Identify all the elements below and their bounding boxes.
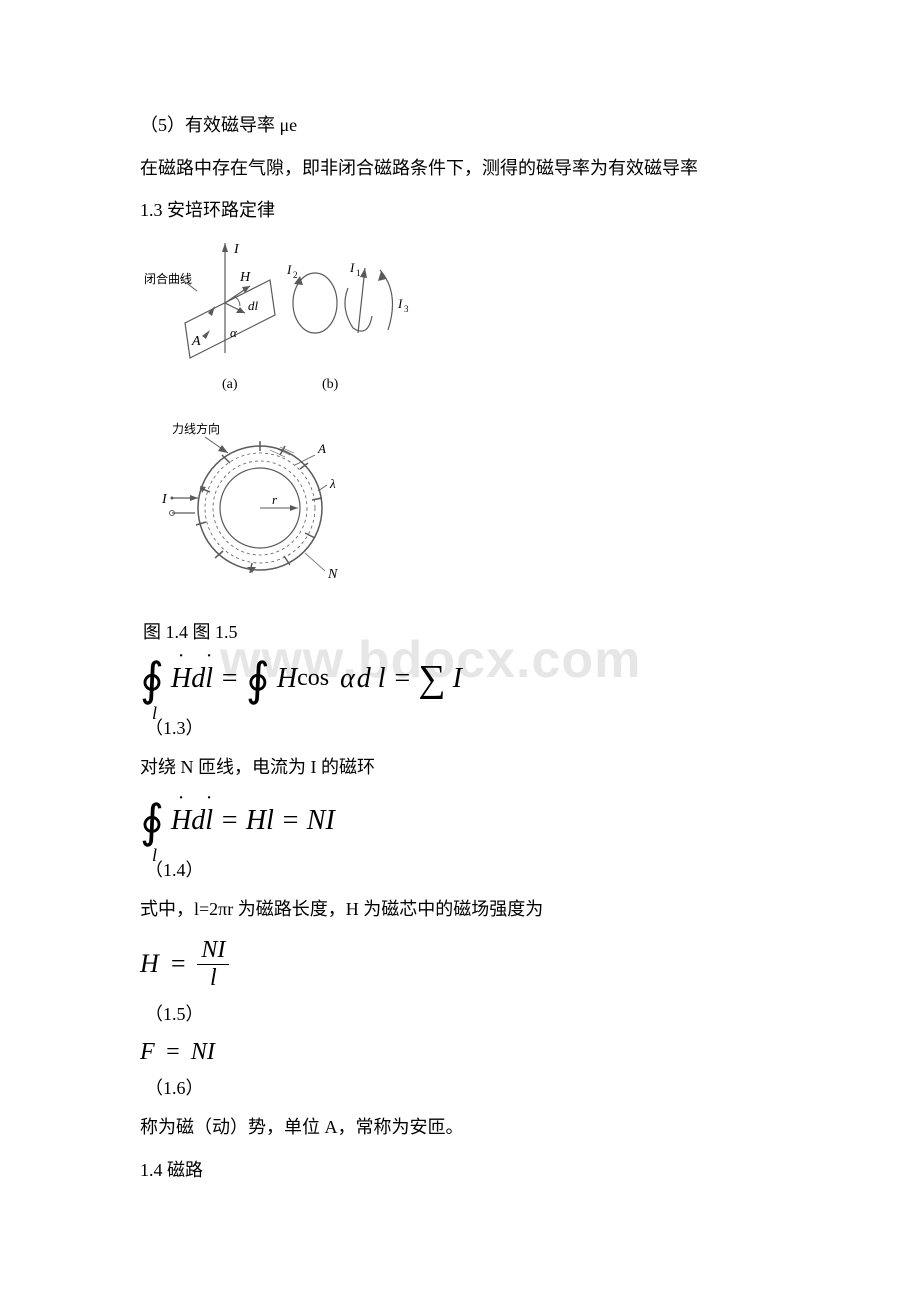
svg-text:1: 1 [356, 268, 361, 278]
document-content: （5）有效磁导率 μe 在磁路中存在气隙，即非闭合磁路条件下，测得的磁导率为有效… [140, 110, 780, 1185]
svg-text:I: I [397, 296, 403, 311]
fig-label-closed-curve: 闭合曲线 [144, 271, 192, 286]
paragraph-line-4: 对绕 N 匝线，电流为 I 的磁环 [140, 752, 780, 783]
figure-1-5: 力线方向 r [140, 413, 780, 608]
equation-number-1-5: （1.5） [145, 1000, 780, 1026]
equation-number-1-6: （1.6） [145, 1074, 780, 1100]
fig-label-A-toroid: A [317, 441, 326, 456]
svg-text:I: I [286, 262, 292, 277]
paragraph-line-1: （5）有效磁导率 μe [140, 110, 780, 141]
integral-symbol-3: ∮l [140, 794, 164, 848]
figure-1-4-svg: I 闭合曲线 H dl A α [140, 238, 420, 398]
fig-label-dl: dl [248, 298, 259, 313]
fig-label-N: N [327, 567, 338, 582]
fig-label-b: (b) [322, 377, 339, 392]
fig-label-A: A [191, 334, 201, 349]
fig-label-r: r [272, 492, 278, 507]
fig-label-a: (a) [222, 377, 238, 392]
svg-text:I: I [349, 260, 355, 275]
integral-symbol-1: ∮l [140, 652, 164, 706]
equation-1-5: H = NI l [140, 937, 780, 992]
equation-number-1-4: （1.4） [145, 856, 780, 882]
fig-label-alpha: α [230, 325, 238, 340]
integral-symbol-2: ∮ [246, 652, 270, 706]
svg-text:λ: λ [329, 476, 336, 491]
fig-label-H: H [239, 270, 251, 285]
figure-1-5-svg: 力线方向 r [150, 413, 370, 603]
paragraph-line-7: 1.4 磁路 [140, 1155, 780, 1186]
equation-number-1-3: （1.3） [145, 714, 780, 740]
svg-text:3: 3 [404, 304, 409, 314]
paragraph-line-3: 1.3 安培环路定律 [140, 195, 780, 226]
sum-symbol: ∑ [418, 657, 445, 701]
paragraph-line-6: 称为磁（动）势，单位 A，常称为安匝。 [140, 1112, 780, 1143]
fig-label-I: I [233, 242, 240, 257]
paragraph-line-2: 在磁路中存在气隙，即非闭合磁路条件下，测得的磁导率为有效磁导率 [140, 153, 780, 184]
equation-1-6: F = NI [140, 1038, 780, 1066]
equation-1-3: ∮l Hdl = ∮ Hcos αd l = ∑ I [140, 652, 780, 706]
fig-label-I-toroid: I [161, 492, 168, 507]
paragraph-line-5: 式中，l=2πr 为磁路长度，H 为磁芯中的磁场强度为 [140, 894, 780, 925]
svg-text:2: 2 [293, 270, 298, 280]
equation-1-4: ∮l Hdl = Hl = NI [140, 794, 780, 848]
fig-label-force-dir: 力线方向 [172, 421, 220, 436]
figure-1-4: I 闭合曲线 H dl A α [140, 238, 780, 403]
figure-caption: 图 1.4 图 1.5 [143, 618, 780, 644]
